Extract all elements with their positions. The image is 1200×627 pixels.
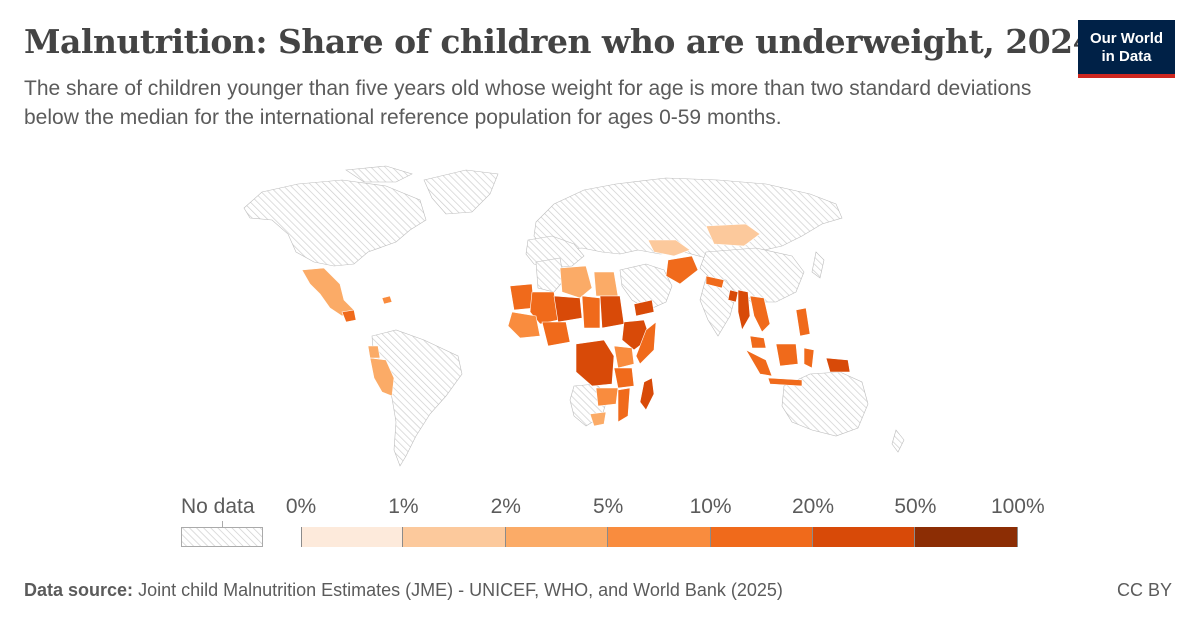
region-new-zealand xyxy=(891,429,905,453)
legend-tick-label: 50% xyxy=(894,495,937,518)
no-data-regions xyxy=(243,165,905,467)
legend-no-data-swatch[interactable] xyxy=(181,527,263,547)
footer-source-label: Data source: xyxy=(24,580,134,600)
region-ecuador xyxy=(367,345,381,359)
region-europe-russia xyxy=(533,177,843,259)
region-mexico xyxy=(301,267,355,317)
region-chad xyxy=(581,295,601,329)
world-map[interactable] xyxy=(236,160,936,485)
legend-tick-label: 10% xyxy=(689,495,732,518)
legend-no-data-tick xyxy=(222,521,223,527)
logo-line-2: in Data xyxy=(1101,48,1152,65)
region-yemen xyxy=(633,299,655,317)
legend-tick-label: 20% xyxy=(791,495,835,518)
footer-source: Data source: Joint child Malnutrition Es… xyxy=(24,580,783,601)
region-south-america xyxy=(371,329,463,467)
chart-subtitle: The share of children younger than five … xyxy=(24,77,1032,129)
region-egypt xyxy=(593,271,619,297)
legend-bin-6[interactable] xyxy=(915,527,1018,547)
region-china xyxy=(699,247,805,303)
legend-tick-label: 5% xyxy=(593,495,624,518)
footer-source-text[interactable]: Joint child Malnutrition Estimates (JME)… xyxy=(138,580,783,600)
footer-license[interactable]: CC BY xyxy=(1116,580,1172,600)
region-bangladesh xyxy=(727,289,739,303)
legend-bin-5[interactable] xyxy=(813,527,916,547)
logo-line-1: Our World xyxy=(1089,30,1164,47)
region-somalia xyxy=(635,321,657,365)
region-malaysia xyxy=(749,335,767,349)
region-afghanistan xyxy=(665,255,699,285)
legend-tick-label: 2% xyxy=(490,495,521,518)
legend-color-ramp[interactable] xyxy=(301,527,1018,547)
region-myanmar xyxy=(737,289,751,331)
region-algeria xyxy=(559,265,593,299)
region-west-north-africa xyxy=(535,257,565,293)
chart-title: Malnutrition: Share of children who are … xyxy=(24,22,1096,61)
legend-tick-label: 100% xyxy=(990,495,1045,518)
logo-accent-bar xyxy=(1078,74,1175,78)
region-indonesia-java xyxy=(767,377,803,387)
region-zambia xyxy=(595,387,619,407)
region-mongolia xyxy=(705,223,761,247)
legend-tick-label: 1% xyxy=(388,495,419,518)
region-guatemala xyxy=(341,309,357,323)
region-greenland xyxy=(423,169,499,215)
region-indonesia-sumatra xyxy=(745,349,773,377)
region-dr-congo xyxy=(575,339,615,387)
region-sudan xyxy=(599,295,625,329)
region-kazakhstan xyxy=(647,239,691,257)
region-australia xyxy=(781,371,869,437)
region-japan xyxy=(811,251,825,279)
region-nepal xyxy=(705,275,725,289)
owid-logo[interactable]: Our World in Data xyxy=(1078,20,1175,78)
region-kenya xyxy=(613,345,635,369)
region-canada-islands xyxy=(345,165,413,183)
region-west-africa-coast xyxy=(507,311,541,339)
data-regions[interactable] xyxy=(301,223,851,427)
legend-bin-2[interactable] xyxy=(505,527,609,547)
legend-bin-4[interactable] xyxy=(710,527,813,547)
region-niger xyxy=(553,295,583,323)
region-indonesia-sulawesi xyxy=(803,347,815,369)
region-peru xyxy=(369,357,395,397)
legend-no-data-label: No data xyxy=(181,495,255,518)
region-west-europe xyxy=(525,235,585,269)
region-papua-new-guinea xyxy=(825,357,851,373)
region-laos-vietnam xyxy=(749,295,771,333)
region-middle-east xyxy=(619,263,673,311)
region-tanzania xyxy=(613,367,635,389)
region-nigeria xyxy=(541,321,571,347)
legend-bin-0[interactable] xyxy=(301,527,404,547)
region-haiti xyxy=(381,295,393,305)
region-madagascar xyxy=(639,377,655,411)
legend-bin-1[interactable] xyxy=(403,527,506,547)
region-philippines xyxy=(795,307,811,337)
region-india xyxy=(699,277,737,337)
legend-bin-3[interactable] xyxy=(608,527,711,547)
region-north-america xyxy=(243,179,427,267)
legend-tick-label: 0% xyxy=(285,495,317,518)
region-south-africa xyxy=(589,411,607,427)
region-mozambique xyxy=(617,387,631,423)
region-indonesia-borneo xyxy=(775,343,799,367)
